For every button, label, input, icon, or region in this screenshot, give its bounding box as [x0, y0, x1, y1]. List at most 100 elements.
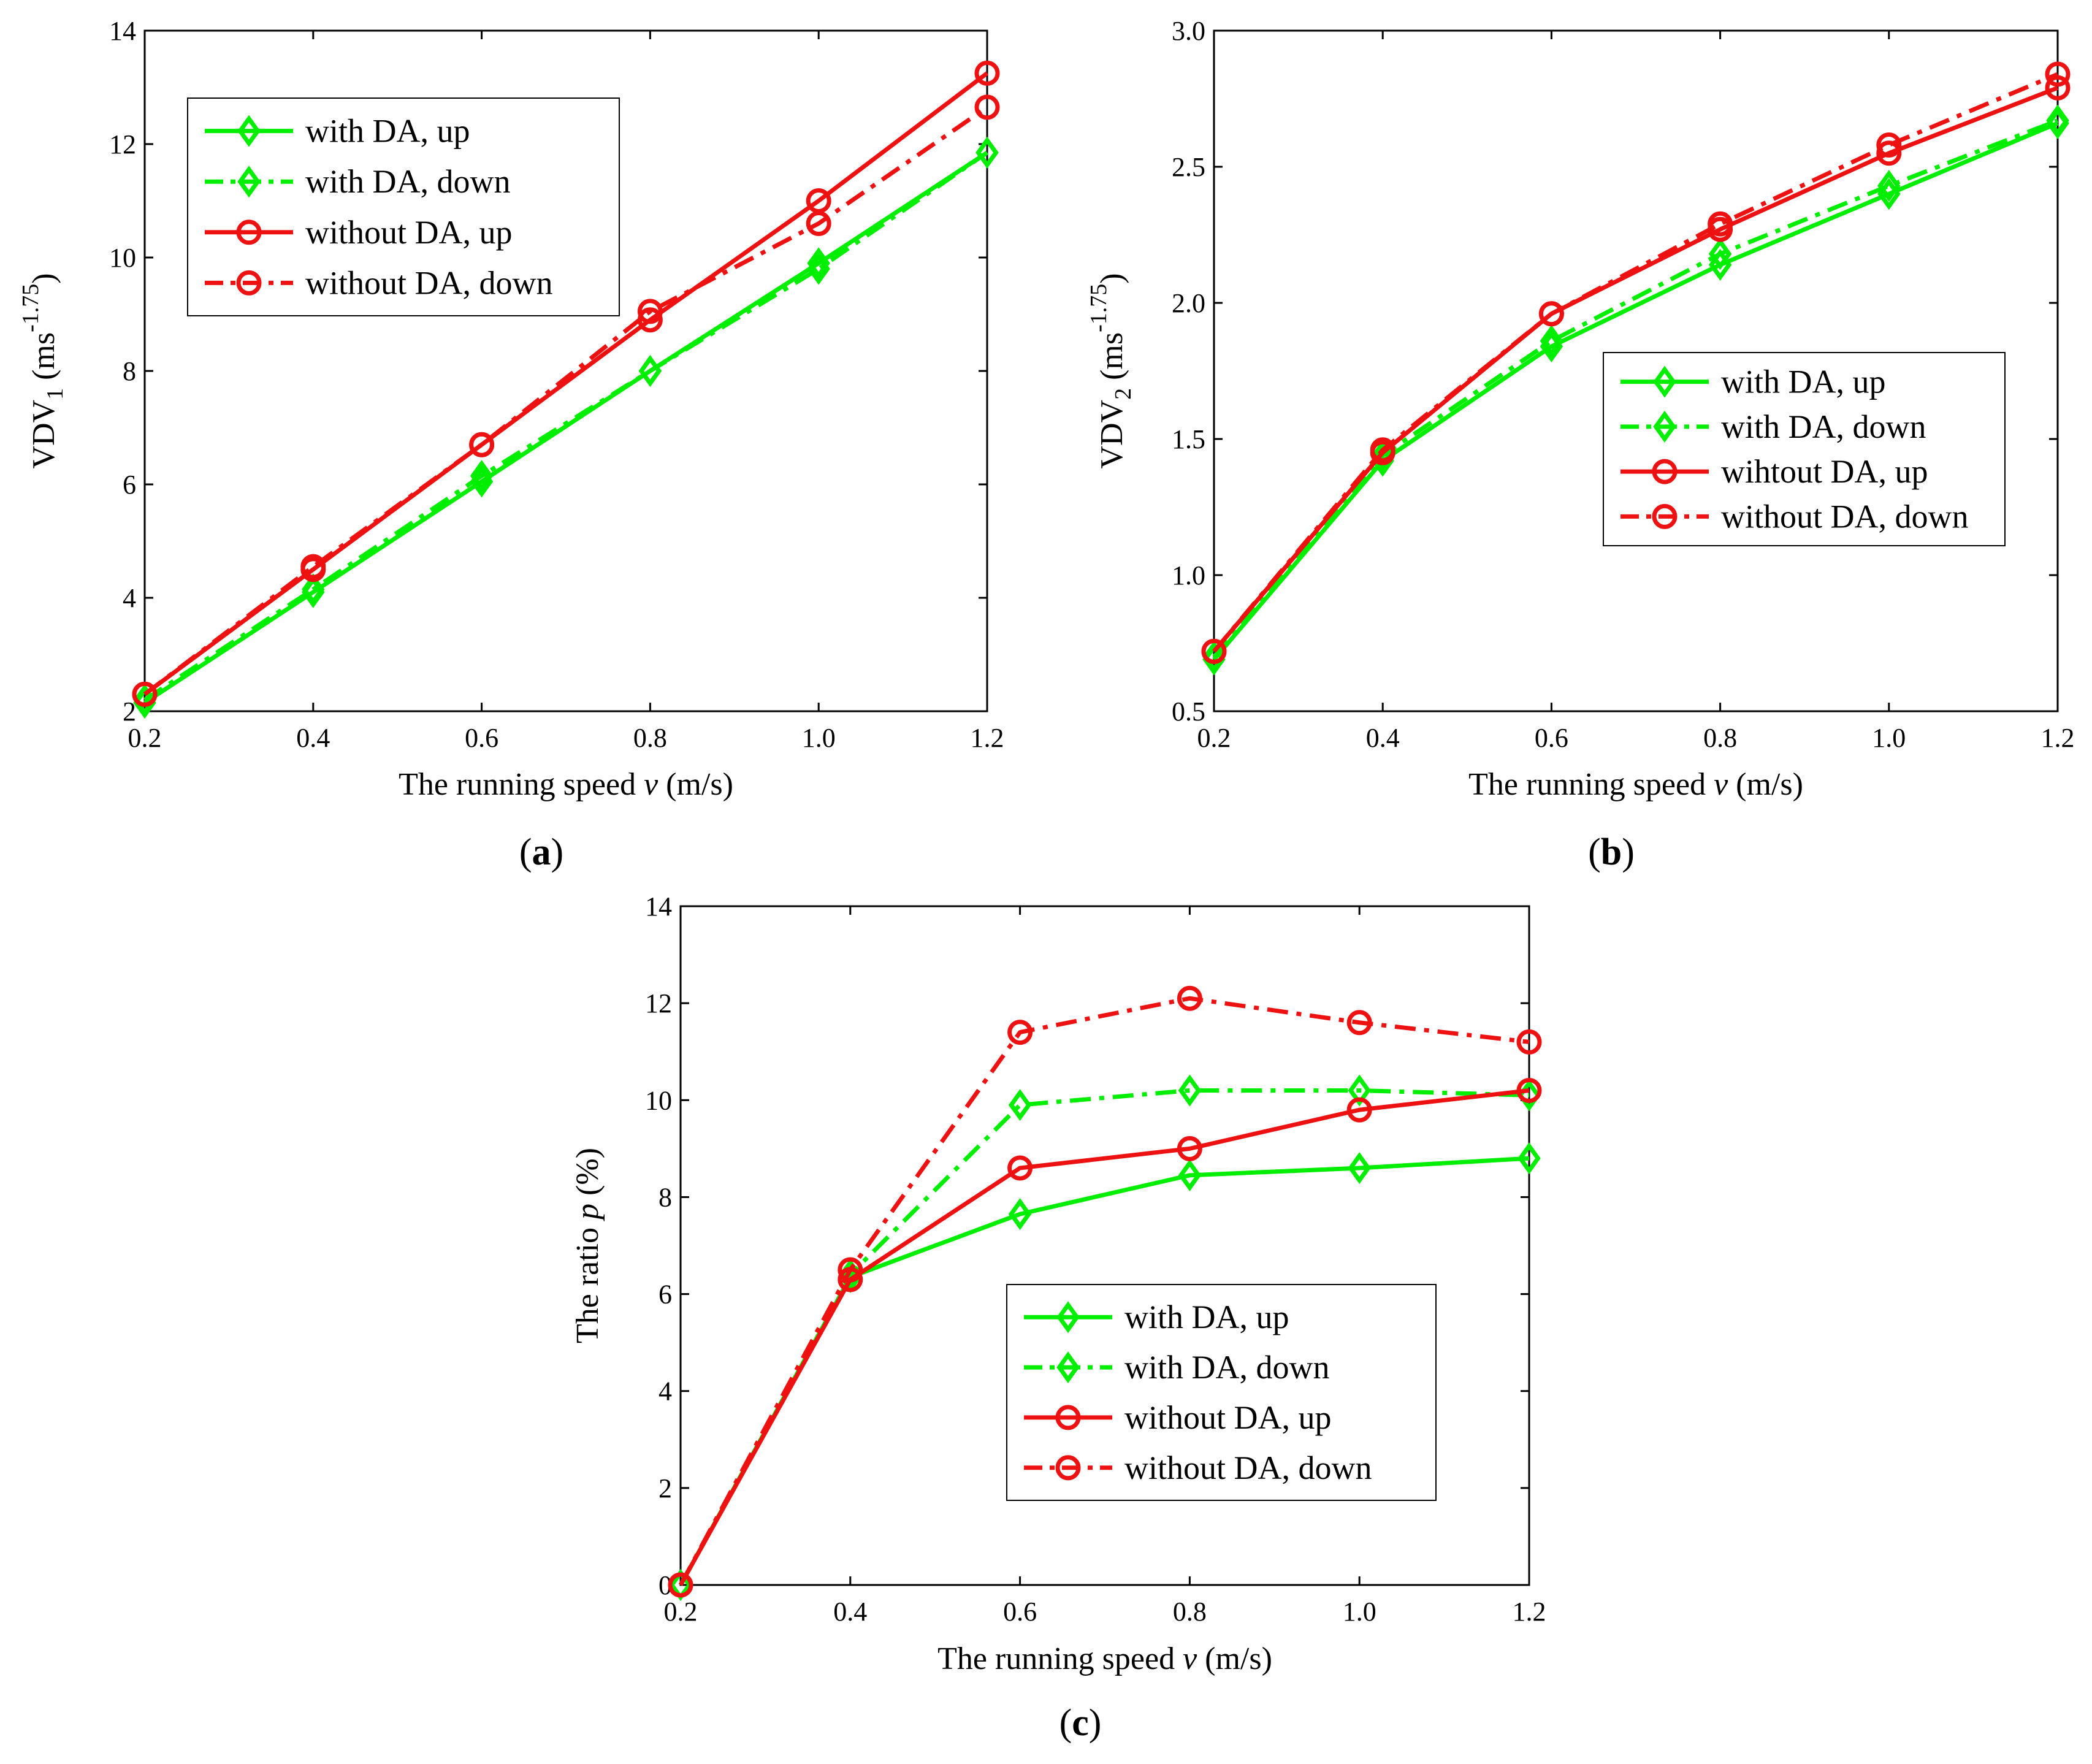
legend-marker [1056, 1351, 1080, 1384]
x-tick-label: 0.8 [1703, 723, 1737, 753]
y-tick-label: 10 [645, 1085, 672, 1115]
series-line-1 [143, 150, 988, 705]
chart-b: 0.2 0.4 0.6 0.8 1.0 1.2 0.5 1.0 1.5 2.0 2.5 3.0 with… [1086, 16, 2075, 873]
panel-label: (c) [1059, 1702, 1102, 1744]
data-point [838, 1257, 863, 1283]
x-tick-label: 0.2 [128, 723, 162, 753]
x-axis-label: The running speed v (m/s) [399, 767, 733, 802]
data-point [1007, 1155, 1033, 1181]
data-point [1178, 1159, 1202, 1191]
data-point [1877, 170, 1901, 202]
data-point [470, 460, 494, 492]
data-point [1007, 1020, 1033, 1045]
y-axis-label: VDV2 (ms-1.75) [1086, 273, 1136, 468]
data-point [1517, 1142, 1541, 1175]
x-tick-label: 0.4 [1366, 723, 1400, 753]
legend-marker [1653, 365, 1676, 398]
data-point [1538, 301, 1564, 327]
data-point [1540, 325, 1563, 357]
x-axis-label: The running speed v (m/s) [1468, 767, 1803, 802]
chart-c: 0.2 0.4 0.6 0.8 1.0 1.2 0 2 4 6 8 10 12 14 with DA, up… [570, 892, 1546, 1744]
data-point [2045, 75, 2071, 101]
legend-entry-label: without DA, up [305, 214, 513, 251]
legend-entry-label: without DA, down [305, 264, 553, 301]
data-point [638, 355, 662, 387]
legend-marker [236, 220, 262, 245]
legend-marker [1055, 1405, 1081, 1430]
data-point [1178, 1074, 1202, 1107]
x-tick-label: 1.2 [1513, 1597, 1546, 1627]
legend-entry-label: with DA, down [1124, 1349, 1330, 1386]
data-point [1008, 1089, 1032, 1121]
series-line-4 [1212, 72, 2059, 653]
x-tick-label: 0.6 [465, 723, 498, 753]
legend-entry-label: with DA, up [305, 113, 470, 150]
y-tick-label: 2 [123, 697, 136, 727]
data-point [668, 1572, 693, 1598]
x-tick-label: 0.2 [664, 1597, 698, 1627]
data-point [975, 136, 999, 169]
x-tick-label: 0.4 [296, 723, 330, 753]
legend-entry-label: with DA, down [305, 163, 511, 200]
legend-marker [237, 166, 261, 198]
data-point [974, 94, 1000, 120]
legend: with DA, up with DA, down without DA, up wi… [1006, 1284, 1437, 1501]
legend-entry-label: without DA, down [1124, 1449, 1372, 1486]
legend: with DA, up with DA, down wihtout DA, up wi… [1603, 352, 2006, 546]
y-tick-label: 4 [659, 1376, 672, 1407]
data-point [1008, 1198, 1032, 1231]
y-tick-label: 6 [123, 470, 136, 500]
data-point [637, 299, 663, 324]
data-point [807, 253, 830, 285]
y-tick-label: 3.0 [1172, 16, 1205, 46]
data-point [1371, 439, 1394, 472]
legend-marker [1056, 1301, 1080, 1334]
y-tick-label: 1.5 [1172, 424, 1205, 454]
data-point [133, 684, 156, 716]
x-tick-label: 0.2 [1197, 723, 1231, 753]
legend-entry-label: with DA, up [1721, 364, 1886, 400]
panel-label: (b) [1588, 831, 1635, 873]
y-tick-label: 12 [109, 129, 136, 159]
legend-marker [1653, 410, 1676, 443]
y-tick-label: 2.0 [1172, 288, 1205, 318]
y-tick-label: 14 [109, 16, 136, 46]
data-point [2046, 104, 2069, 137]
data-point [1177, 985, 1202, 1011]
x-tick-label: 0.8 [1173, 1597, 1207, 1627]
data-point [1516, 1029, 1542, 1055]
y-tick-label: 0.5 [1172, 697, 1205, 727]
legend-entry-label: with DA, down [1721, 408, 1926, 445]
legend-entry-label: without DA, up [1124, 1399, 1332, 1436]
x-tick-label: 1.0 [1343, 1597, 1376, 1627]
data-point [1876, 132, 1902, 158]
legend-entry-label: without DA, down [1721, 498, 1969, 535]
y-tick-label: 0 [659, 1570, 672, 1600]
y-tick-label: 10 [109, 243, 136, 273]
legend-marker [237, 115, 261, 147]
data-point [132, 681, 158, 707]
series-line-2 [678, 1088, 1530, 1586]
data-point [1346, 1010, 1372, 1036]
data-point [1708, 211, 1733, 237]
data-point [974, 60, 1000, 86]
data-point [300, 554, 326, 579]
x-tick-label: 0.6 [1535, 723, 1568, 753]
data-point [1177, 1136, 1202, 1161]
data-point [1876, 140, 1902, 166]
x-tick-label: 0.6 [1003, 1597, 1037, 1627]
y-axis-label: The ratio p (%) [570, 1148, 605, 1343]
data-point [2045, 61, 2071, 87]
y-tick-label: 8 [123, 356, 136, 386]
series-line-4 [143, 105, 988, 697]
legend-marker [236, 270, 262, 296]
data-point [1370, 437, 1395, 463]
x-tick-label: 1.2 [971, 723, 1004, 753]
data-point [302, 573, 325, 606]
x-tick-label: 1.0 [1872, 723, 1906, 753]
data-point [1201, 638, 1227, 664]
series-line-3 [678, 1088, 1530, 1586]
x-tick-label: 0.8 [633, 723, 667, 753]
y-tick-label: 4 [123, 583, 136, 613]
